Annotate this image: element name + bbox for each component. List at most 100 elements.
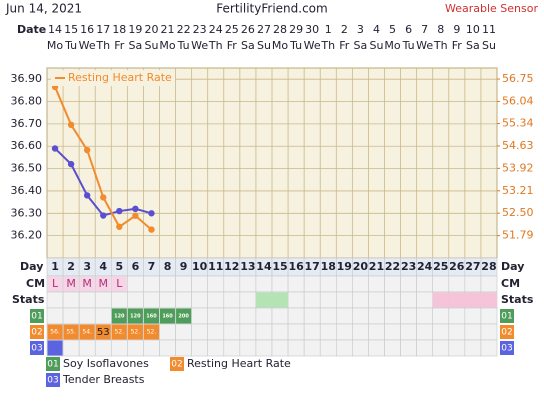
y-tick-label: 36.40 (11, 184, 43, 197)
data-point (148, 210, 155, 217)
track-value: 56. (50, 329, 60, 336)
track-cell (111, 308, 127, 324)
table-cell (352, 323, 369, 341)
table-cell (271, 339, 289, 357)
table-cell (368, 307, 385, 325)
date-label: 28 (273, 23, 287, 36)
track-cell (127, 324, 143, 340)
stats-cell (464, 292, 481, 308)
table-cell (384, 307, 401, 325)
day-number: 8 (164, 260, 172, 273)
track-value: 52. (147, 329, 157, 336)
table-cell (191, 307, 209, 325)
table-cell (480, 339, 498, 357)
table-cell (480, 323, 498, 341)
day-number: 26 (449, 260, 465, 273)
table-cell (335, 291, 353, 309)
table-cell (78, 339, 96, 357)
date-label: 8 (437, 23, 444, 36)
table-cell (432, 307, 450, 325)
legend-box (170, 357, 184, 371)
y2-tick-label: 53.21 (502, 184, 534, 197)
cm-value: L (116, 277, 123, 290)
date-label: 30 (305, 23, 319, 36)
table-cell (78, 307, 96, 325)
table-cell (94, 291, 112, 309)
day-number: 12 (224, 260, 239, 273)
weekday-label: Su (482, 39, 496, 52)
cm-value: M (82, 277, 92, 290)
weekday-label: Tu (64, 39, 77, 52)
table-cell (94, 339, 112, 357)
table-cell (46, 307, 64, 325)
chart-date: Jun 14, 2021 (5, 2, 82, 16)
legend-label: Tender Breasts (62, 373, 145, 386)
table-cell (110, 339, 128, 357)
day-number: 2 (67, 260, 75, 273)
table-cell (191, 291, 209, 309)
legend-label: Soy Isoflavones (63, 357, 149, 370)
y-tick-label: 36.60 (11, 139, 43, 152)
table-cell (384, 323, 401, 341)
track-value: 200 (178, 314, 189, 320)
table-cell (239, 275, 257, 293)
weekday-label: Tu (289, 39, 302, 52)
date-label: 29 (289, 23, 303, 36)
table-cell (448, 323, 466, 341)
date-label: 18 (112, 23, 126, 36)
y2-tick-label: 52.50 (502, 206, 534, 219)
table-cell (319, 339, 337, 357)
table-cell (319, 275, 337, 293)
y2-tick-label: 56.04 (502, 94, 534, 107)
date-label: Date (17, 23, 46, 36)
weekday-label: Th (320, 39, 335, 52)
table-cell (159, 275, 176, 293)
table-cell (127, 291, 144, 309)
table-cell (223, 291, 241, 309)
track-cell (111, 324, 127, 340)
table-cell (480, 275, 498, 293)
day-number: 3 (83, 260, 91, 273)
track-id: 03 (31, 344, 42, 354)
table-cell (480, 307, 498, 325)
day-number: 9 (180, 260, 188, 273)
day-row-label: Day (20, 260, 43, 273)
table-cell (127, 275, 144, 293)
table-cell (62, 291, 80, 309)
track-value: 120 (114, 314, 125, 320)
table-cell (303, 339, 321, 357)
table-cell (287, 339, 305, 357)
weekday-label: Mo (47, 39, 63, 52)
track-cell (143, 324, 159, 340)
table-cell (271, 307, 289, 325)
track-id: 02 (501, 328, 512, 338)
table-cell (207, 275, 225, 293)
stats-row-label: Stats (12, 293, 45, 306)
weekday-label: Tu (177, 39, 190, 52)
table-cell (416, 307, 434, 325)
table-cell (191, 323, 209, 341)
table-cell (303, 307, 321, 325)
day-number: 19 (337, 260, 352, 273)
weekday-label: Tu (402, 39, 415, 52)
data-point (116, 207, 123, 215)
cm-value: M (99, 277, 109, 290)
day-number: 27 (465, 260, 480, 273)
weekday-label: Th (95, 39, 110, 52)
date-label: 19 (128, 23, 142, 36)
track-cell (95, 324, 111, 340)
weekday-label: Fr (339, 39, 350, 52)
stats-cell (272, 292, 289, 308)
table-cell (352, 339, 369, 357)
track-value: 160 (162, 314, 173, 320)
day-number: 14 (256, 260, 272, 273)
date-label: 9 (453, 23, 460, 36)
cm-value: L (52, 277, 59, 290)
table-cell (448, 339, 466, 357)
day-number: 16 (288, 260, 304, 273)
table-cell (94, 307, 112, 325)
weekday-label: Th (208, 39, 223, 52)
day-number: 17 (305, 260, 320, 273)
weekday-label: Sa (466, 39, 480, 52)
track-id-box (30, 341, 44, 355)
